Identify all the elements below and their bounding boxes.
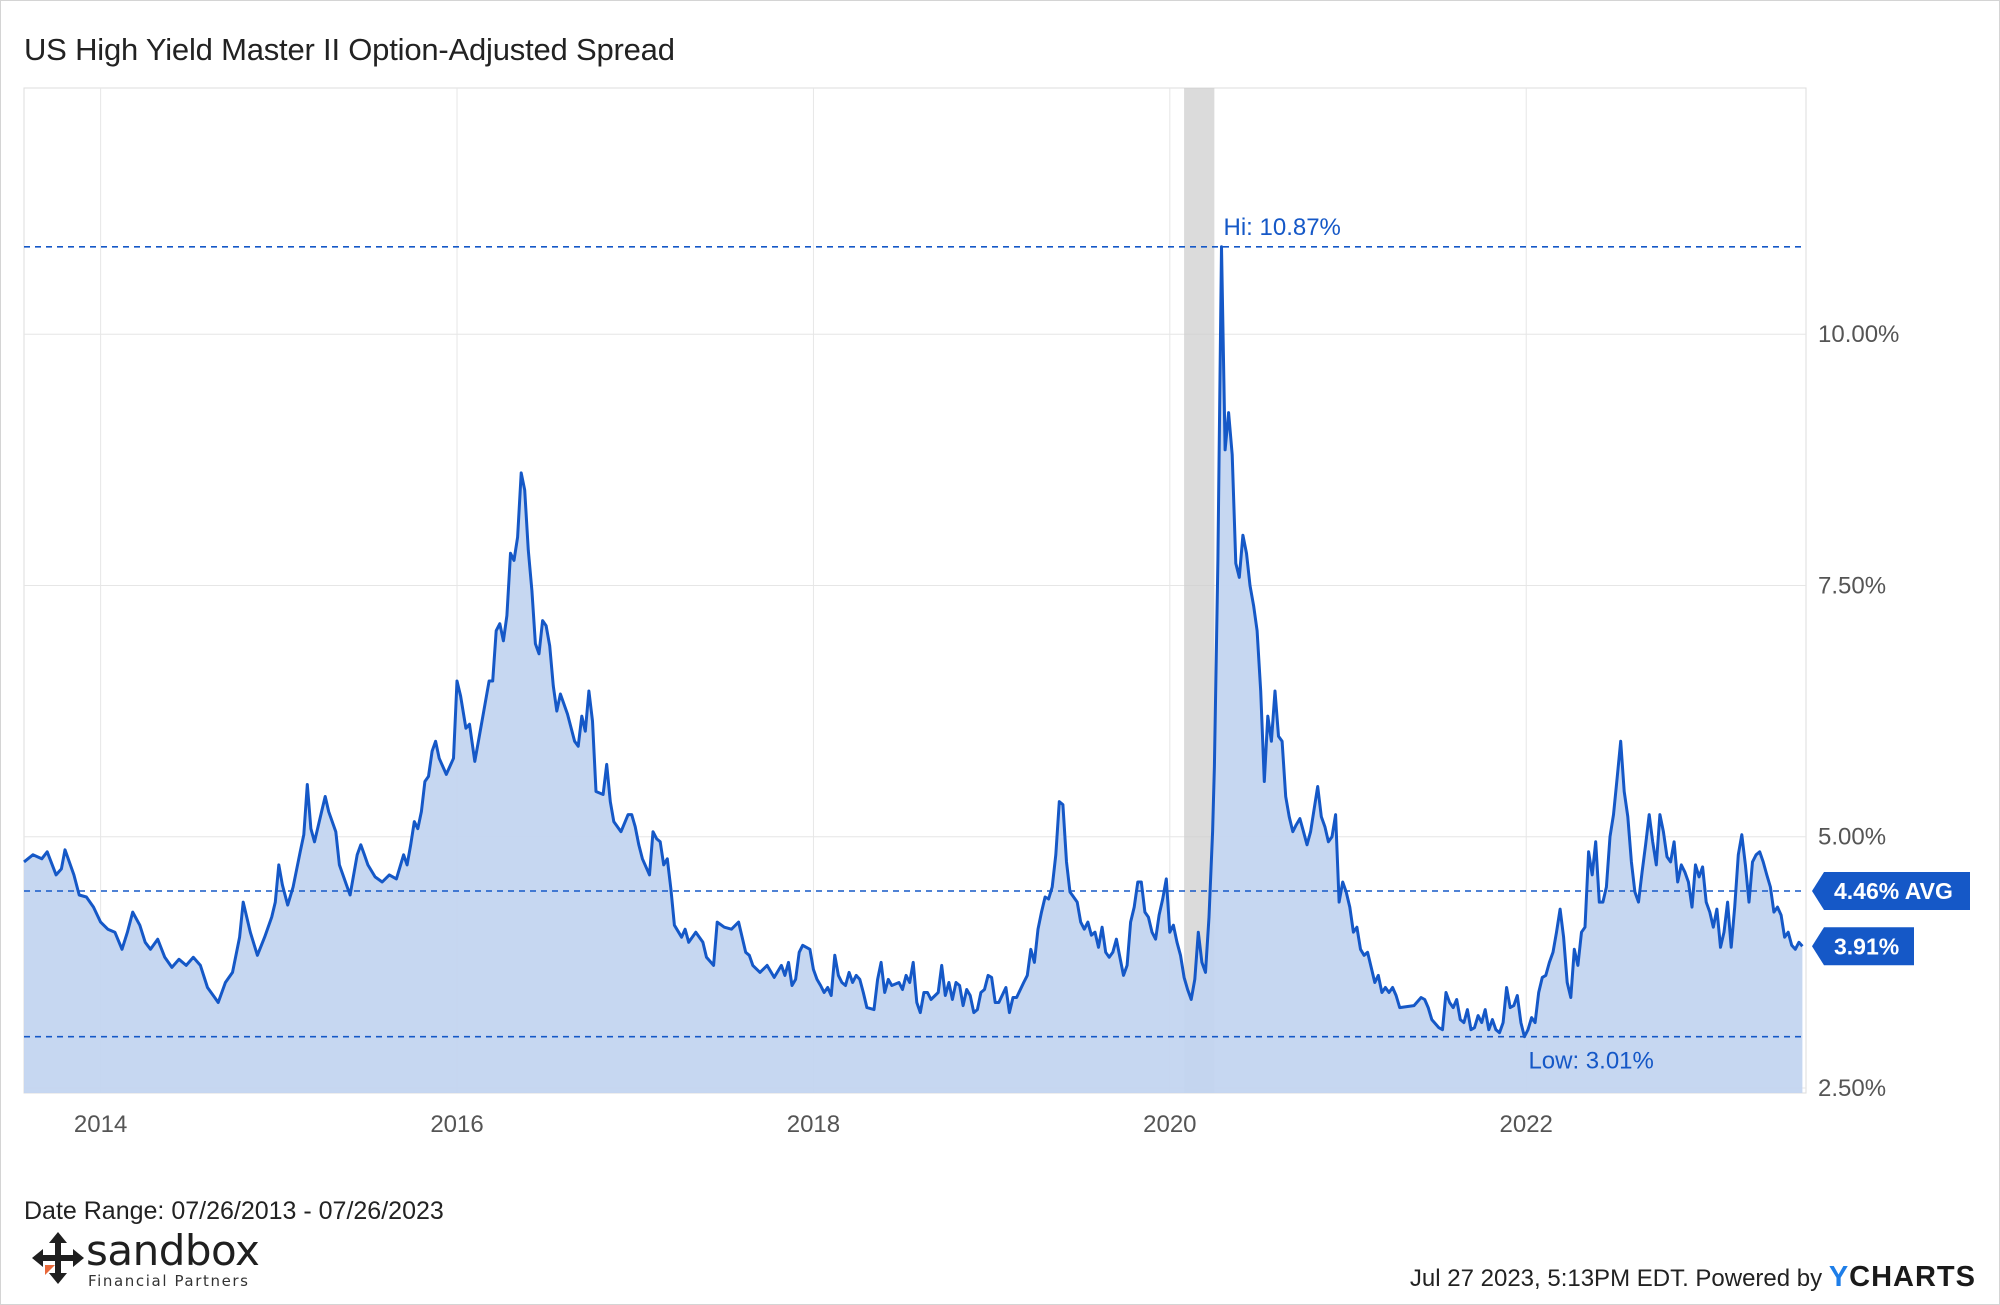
reference-lines-layer: Hi: 10.87% Low: 3.01% bbox=[24, 214, 1806, 1075]
series-line bbox=[23, 245, 1804, 1039]
x-tick-label-4: 2022 bbox=[1500, 1111, 1553, 1138]
low-label: Low: 3.01% bbox=[1528, 1048, 1653, 1075]
logo-subtitle: Financial Partners bbox=[88, 1272, 250, 1290]
ycharts-logo[interactable]: YCHARTS bbox=[1829, 1261, 1976, 1293]
average-marker-flag bbox=[1812, 871, 1970, 910]
y-tick-label-0: 2.50% bbox=[1818, 1075, 1886, 1102]
y-tick-label-2: 7.50% bbox=[1818, 572, 1886, 599]
date-range-label: Date Range: 07/26/2013 - 07/26/2023 bbox=[24, 1197, 444, 1225]
series-area-layer bbox=[23, 245, 1804, 1094]
chart-title: US High Yield Master II Option-Adjusted … bbox=[24, 32, 675, 67]
y-tick-label-1: 5.00% bbox=[1818, 824, 1886, 851]
x-tick-label-0: 2014 bbox=[74, 1111, 127, 1138]
high-label: Hi: 10.87% bbox=[1224, 214, 1341, 241]
average-marker-label: 4.46% AVG bbox=[1834, 878, 1953, 904]
x-tick-label-2: 2018 bbox=[787, 1111, 840, 1138]
x-tick-label-1: 2016 bbox=[430, 1111, 483, 1138]
latest-marker-label: 3.91% bbox=[1834, 933, 1899, 959]
value-markers-layer: 4.46% AVG 3.91% bbox=[1812, 871, 1970, 966]
axis-labels-layer: 2.50% 5.00% 7.50% 10.00% 2014 2016 2018 2020 202… bbox=[74, 321, 1899, 1138]
ycharts-logo-y: Y bbox=[1828, 1261, 1850, 1293]
footer-timestamp: Jul 27 2023, 5:13PM EDT. Powered by bbox=[1409, 1265, 1823, 1292]
footer-attribution: Jul 27 2023, 5:13PM EDT. Powered by YCHA… bbox=[1410, 1261, 1976, 1294]
ycharts-logo-rest: CHARTS bbox=[1849, 1261, 1976, 1293]
crossed-arrows-icon bbox=[32, 1232, 84, 1284]
series-area-fill bbox=[24, 246, 1803, 1094]
x-tick-label-3: 2020 bbox=[1143, 1111, 1196, 1138]
logo-wordmark: sandbox bbox=[86, 1226, 260, 1275]
latest-marker-flag bbox=[1812, 927, 1914, 966]
y-tick-label-3: 10.00% bbox=[1818, 321, 1899, 348]
